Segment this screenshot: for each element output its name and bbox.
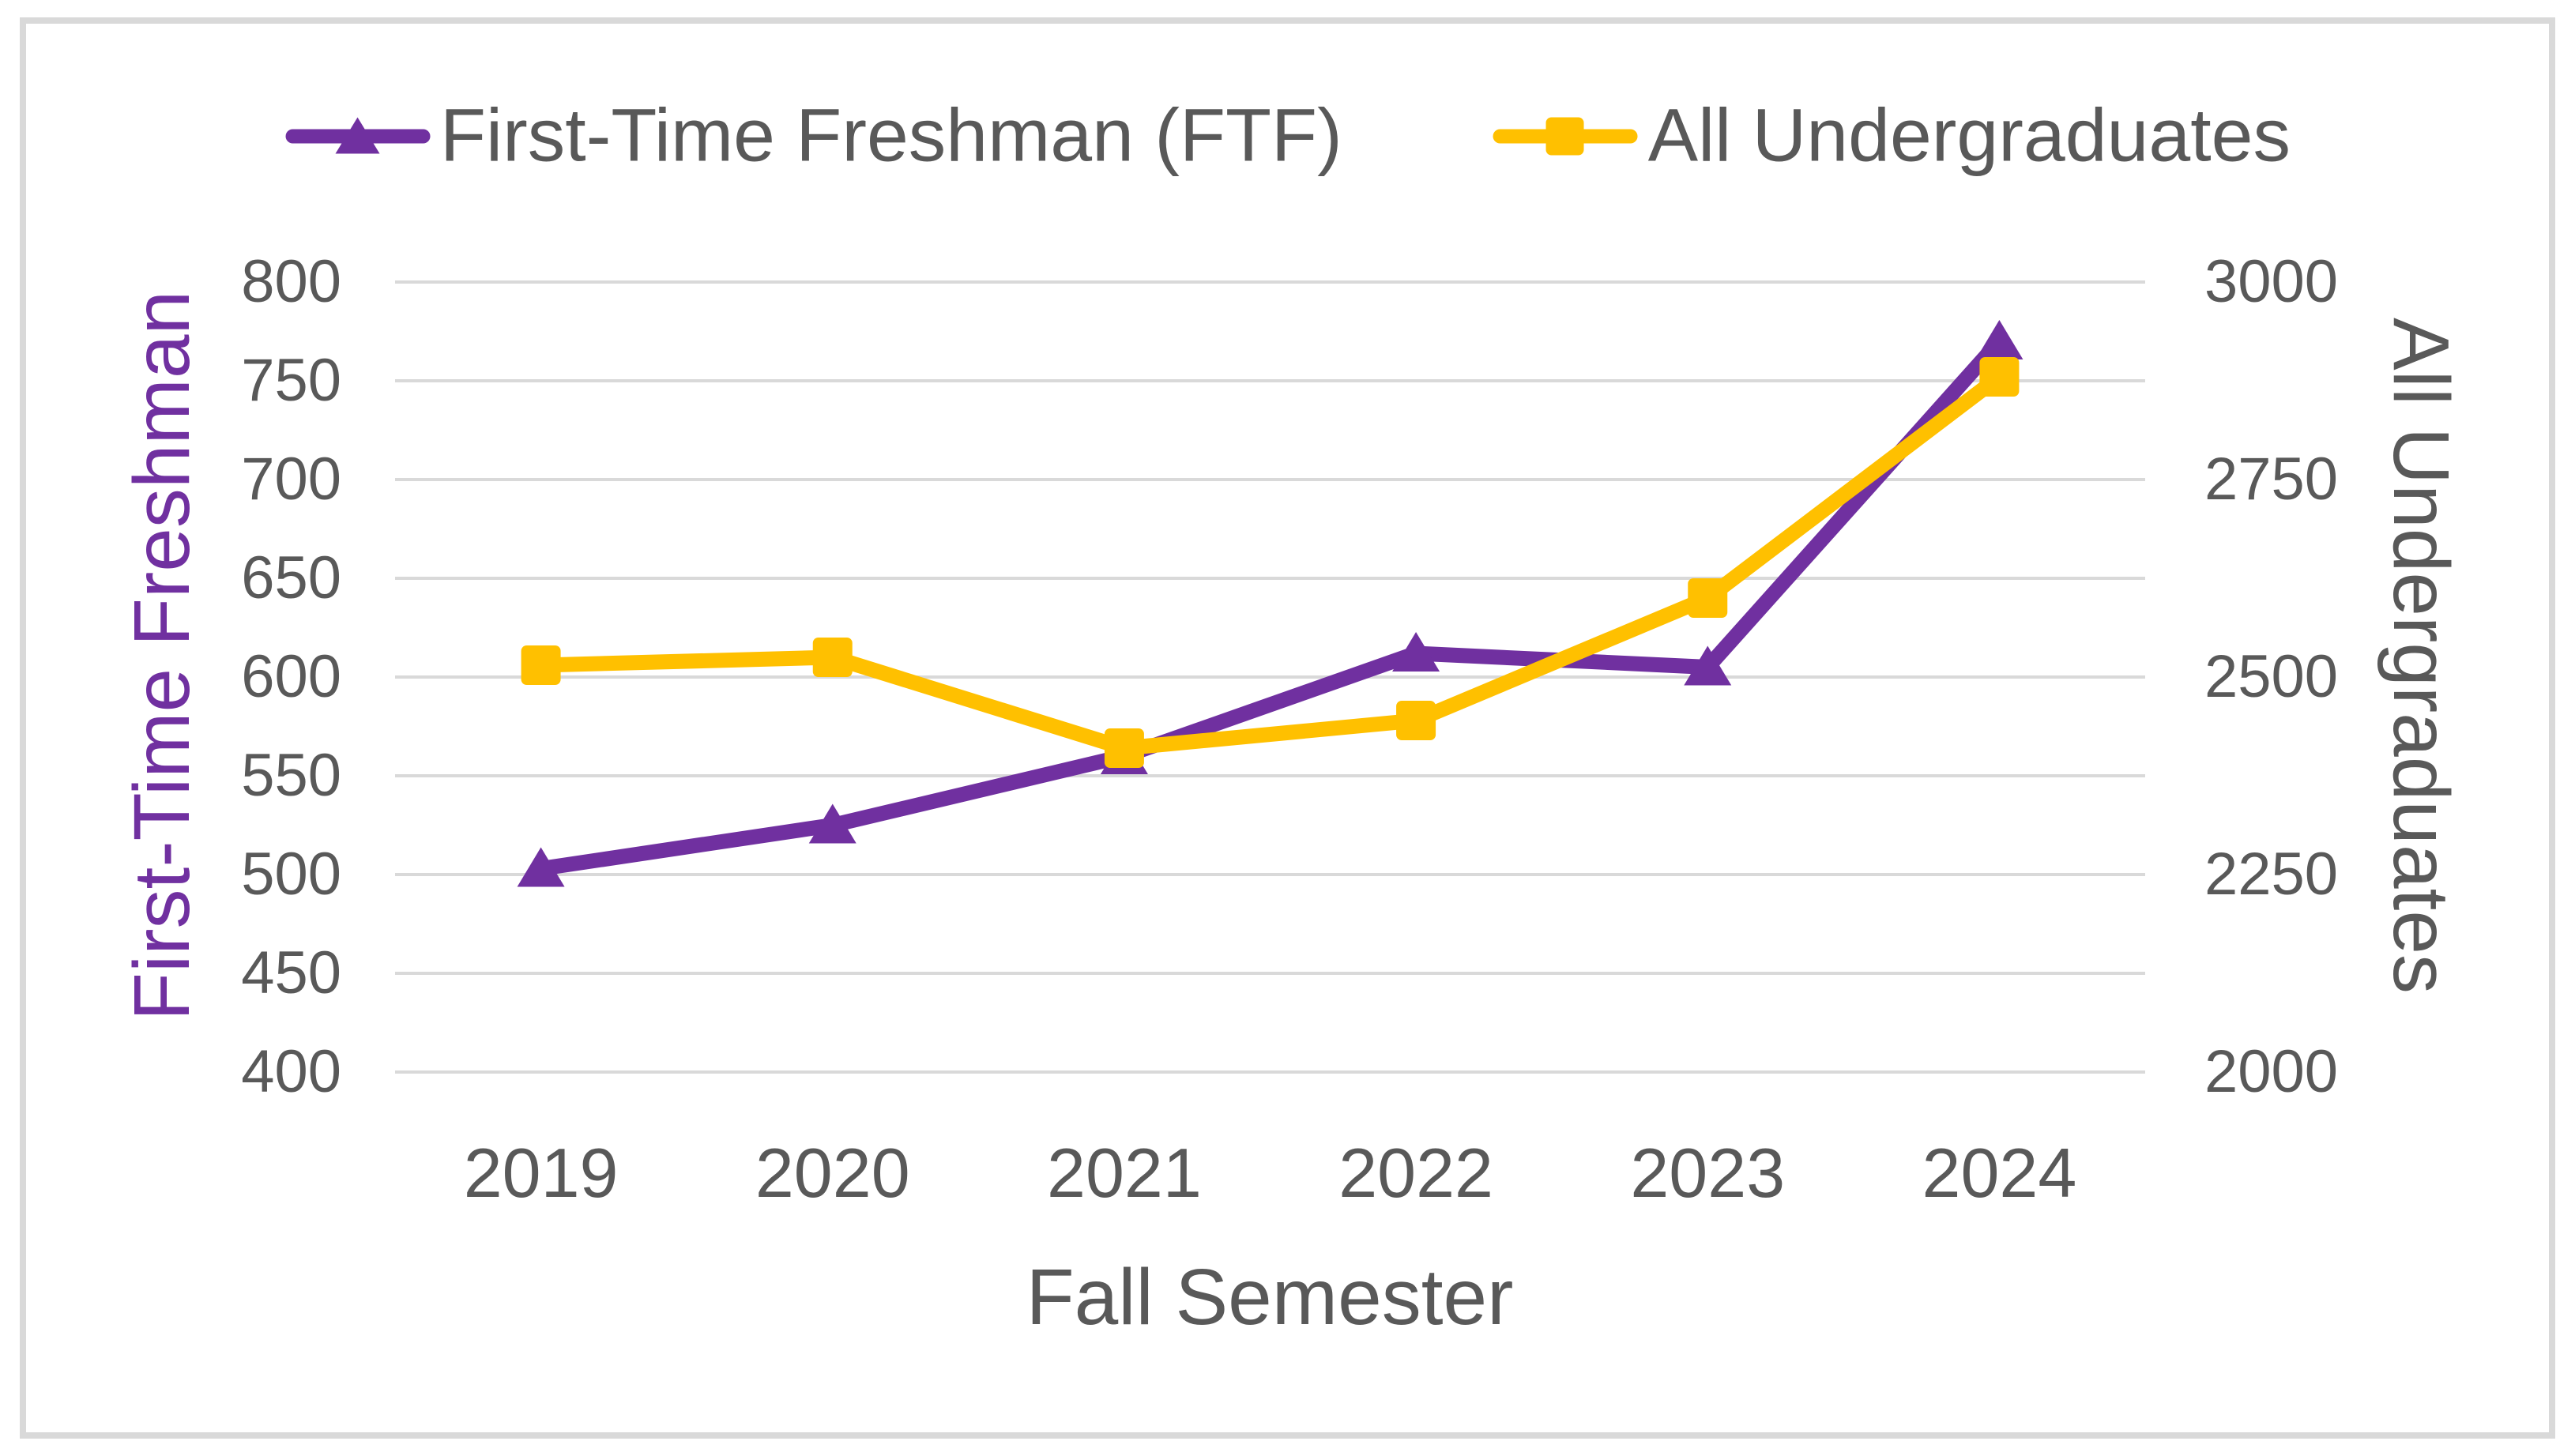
data-point-square — [521, 645, 561, 685]
legend-label-ftf: First-Time Freshman (FTF) — [440, 93, 1342, 178]
left-axis-title: First-Time Freshman — [118, 290, 206, 1021]
right-axis-tick-label: 3000 — [2204, 248, 2339, 315]
legend-label-all-undergraduates: All Undergraduates — [1647, 93, 2291, 178]
data-point-triangle — [808, 803, 856, 844]
left-axis-tick-label: 700 — [241, 446, 341, 513]
right-axis-tick-label: 2500 — [2204, 643, 2339, 710]
legend: First-Time Freshman (FTF) All Undergradu… — [284, 93, 2291, 178]
right-axis-tick-label: 2750 — [2204, 446, 2339, 513]
legend-item-all-undergraduates: All Undergraduates — [1493, 93, 2291, 178]
data-point-triangle — [1975, 320, 2023, 359]
data-point-triangle — [1392, 632, 1440, 672]
right-axis-tick-label: 2250 — [2204, 841, 2339, 908]
legend-marker-triangle-icon — [284, 104, 431, 167]
left-axis-tick-label: 600 — [241, 643, 341, 710]
left-axis-tick-label: 500 — [241, 841, 341, 908]
legend-item-ftf: First-Time Freshman (FTF) — [284, 93, 1342, 178]
data-point-triangle — [1684, 645, 1732, 686]
x-axis-tick-label: 2021 — [1047, 1134, 1202, 1212]
x-axis-title: Fall Semester — [1026, 1253, 1514, 1341]
data-point-square — [812, 638, 853, 677]
left-axis-tick-label: 650 — [241, 544, 341, 611]
left-axis-tick-label: 400 — [241, 1038, 341, 1105]
legend-marker-square-icon — [1493, 104, 1639, 167]
x-axis-tick-label: 2019 — [463, 1134, 619, 1212]
x-axis-tick-label: 2020 — [755, 1134, 910, 1212]
data-point-triangle — [517, 847, 565, 887]
right-axis-title: All Undergraduates — [2377, 317, 2465, 995]
right-axis-tick-label: 2000 — [2204, 1038, 2339, 1105]
left-axis-tick-label: 450 — [241, 939, 341, 1006]
data-point-square — [1396, 701, 1436, 740]
x-axis-tick-label: 2022 — [1338, 1134, 1493, 1212]
left-axis-tick-label: 750 — [241, 347, 341, 414]
data-point-square — [1688, 578, 1728, 618]
x-axis-tick-label: 2024 — [1922, 1134, 2077, 1212]
x-axis-tick-label: 2023 — [1630, 1134, 1786, 1212]
data-point-square — [1979, 357, 2020, 397]
left-axis-tick-label: 550 — [241, 742, 341, 809]
data-point-square — [1104, 728, 1144, 768]
left-axis-tick-label: 800 — [241, 248, 341, 315]
